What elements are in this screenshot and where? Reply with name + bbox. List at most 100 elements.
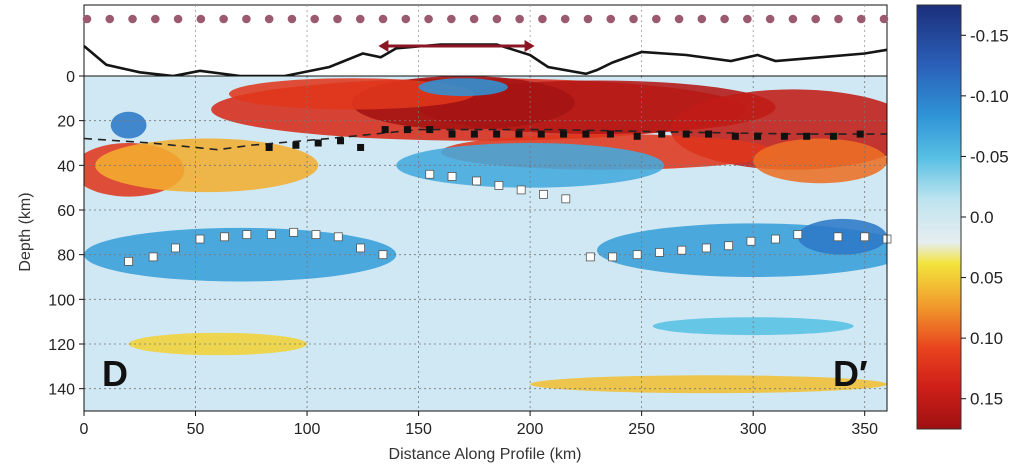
- dashed-interface-line: [84, 128, 887, 151]
- profile-end-label: D′: [833, 353, 868, 394]
- black-marker: [803, 132, 811, 140]
- y-tick-label: 80: [57, 248, 75, 265]
- white-marker: [356, 243, 365, 253]
- white-marker: [266, 230, 276, 239]
- black-marker: [633, 132, 641, 140]
- anomaly-region: [753, 138, 887, 184]
- y-tick-label: 120: [48, 337, 75, 354]
- anomaly-field: [84, 76, 887, 394]
- y-axis-title: Depth (km): [17, 192, 34, 271]
- x-axis-title: Distance Along Profile (km): [389, 446, 582, 463]
- station-marker: [378, 14, 388, 24]
- anomaly-region: [228, 78, 475, 110]
- black-marker: [470, 130, 478, 138]
- station-marker: [788, 14, 798, 24]
- black-marker: [337, 137, 345, 145]
- x-tick-label: 200: [517, 421, 544, 438]
- station-marker: [173, 14, 183, 24]
- topography-tick-label: 0: [66, 69, 75, 86]
- plot-frame: [83, 75, 888, 412]
- colorbar-tick-label: 0.15: [970, 390, 1003, 409]
- white-marker: [447, 172, 457, 181]
- anomaly-region: [110, 111, 147, 139]
- black-marker: [658, 130, 666, 138]
- station-marker: [355, 14, 365, 24]
- black-marker: [426, 126, 434, 134]
- colorbar-tick-label: -0.15: [970, 26, 1009, 45]
- white-marker: [746, 236, 756, 246]
- black-marker: [448, 130, 456, 138]
- black-marker: [682, 130, 690, 138]
- white-marker: [677, 245, 687, 255]
- white-marker: [242, 230, 252, 239]
- colorbar: [916, 4, 962, 430]
- white-marker: [289, 227, 299, 237]
- black-marker: [582, 130, 590, 138]
- white-marker: [860, 232, 870, 242]
- white-marker: [311, 230, 321, 239]
- profile-start-label: D: [102, 353, 128, 394]
- station-marker: [834, 14, 843, 24]
- station-marker: [538, 14, 547, 24]
- station-marker: [583, 14, 593, 24]
- white-marker: [539, 189, 548, 199]
- black-marker: [856, 130, 864, 138]
- extent-arrow: [378, 40, 535, 52]
- station-marker: [720, 14, 729, 24]
- station-marker: [333, 14, 342, 24]
- station-marker: [219, 14, 228, 24]
- station-marker: [879, 14, 889, 24]
- topography-panel: [83, 4, 888, 77]
- station-marker: [401, 14, 411, 24]
- station-markers: [82, 14, 889, 24]
- black-marker: [560, 130, 568, 138]
- white-marker: [655, 248, 664, 257]
- station-marker: [811, 14, 820, 24]
- station-marker: [447, 14, 456, 24]
- white-marker: [516, 185, 526, 195]
- station-marker: [629, 14, 638, 24]
- station-marker: [469, 14, 479, 24]
- station-marker: [128, 14, 137, 24]
- x-tick-label: 250: [628, 421, 655, 438]
- white-marker: [494, 181, 504, 190]
- station-marker: [424, 14, 433, 24]
- black-marker: [780, 132, 788, 140]
- black-marker: [754, 132, 762, 140]
- black-marker: [403, 126, 411, 134]
- black-marker: [829, 132, 837, 140]
- colorbar-tick-label: 0.10: [970, 329, 1003, 348]
- colorbar-tick-label: 0.05: [970, 269, 1003, 288]
- station-marker: [674, 14, 684, 24]
- station-marker: [264, 14, 274, 24]
- station-marker: [492, 14, 502, 24]
- white-marker: [608, 252, 618, 262]
- black-marker: [731, 132, 739, 140]
- x-tick-label: 350: [851, 421, 878, 438]
- white-marker: [793, 230, 803, 239]
- station-marker: [856, 14, 866, 24]
- station-marker: [651, 14, 661, 24]
- white-marker: [171, 243, 180, 253]
- grid-lines: [84, 76, 887, 411]
- arrow-head-left: [378, 40, 389, 52]
- station-marker: [515, 14, 524, 24]
- y-tick-label: 140: [48, 382, 75, 399]
- x-tick-label: 50: [187, 421, 205, 438]
- station-marker: [105, 14, 115, 24]
- white-marker: [701, 243, 711, 253]
- white-marker: [585, 252, 595, 262]
- colorbar-tick-label: -0.10: [970, 87, 1009, 106]
- station-marker: [196, 14, 206, 24]
- station-marker: [743, 14, 752, 24]
- anomaly-region: [797, 218, 887, 255]
- white-marker: [220, 232, 229, 242]
- black-marker: [606, 130, 614, 138]
- topography-line: [83, 43, 888, 78]
- white-marker: [771, 234, 780, 244]
- x-tick-label: 100: [294, 421, 321, 438]
- y-axis-ticks: 20 40 60 80 100 120 140: [48, 114, 84, 399]
- station-marker: [560, 14, 570, 24]
- white-marker: [148, 252, 158, 262]
